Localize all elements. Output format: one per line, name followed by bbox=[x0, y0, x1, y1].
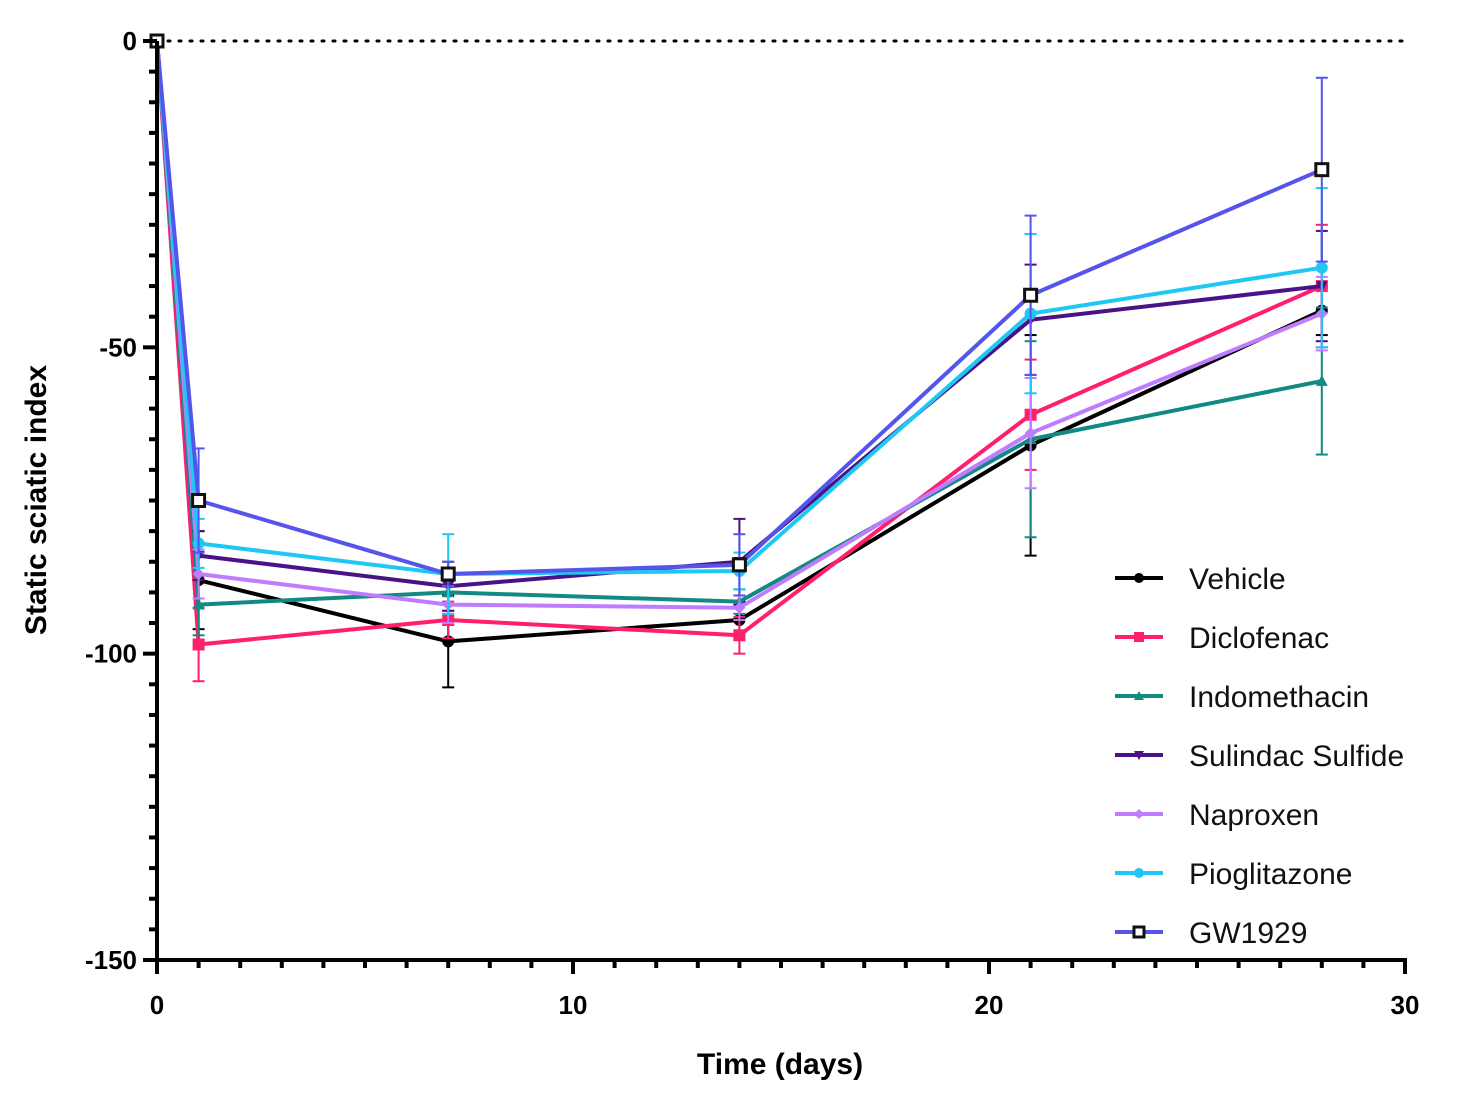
legend-item-gw1929: GW1929 bbox=[1115, 917, 1307, 950]
x-axis-title: Time (days) bbox=[697, 1048, 863, 1081]
data-point bbox=[192, 568, 205, 581]
data-point bbox=[440, 566, 456, 582]
data-point bbox=[1134, 691, 1144, 700]
series-line bbox=[155, 40, 1323, 647]
data-point bbox=[1134, 632, 1144, 642]
x-tick-label: 30 bbox=[1391, 990, 1420, 1020]
series-layer bbox=[149, 33, 1330, 689]
data-point bbox=[1314, 162, 1330, 178]
y-tick-label: 0 bbox=[123, 26, 137, 56]
legend: Vehicle Diclofenac Indomethacin Sulindac Su… bbox=[1115, 563, 1404, 950]
data-point bbox=[1134, 573, 1144, 583]
data-point bbox=[192, 598, 205, 610]
data-point bbox=[191, 493, 207, 508]
series-gw1929 bbox=[149, 33, 1330, 597]
y-tick-label: -150 bbox=[85, 945, 137, 975]
legend-label: Sulindac Sulfide bbox=[1189, 740, 1404, 773]
legend-label: Pioglitazone bbox=[1189, 858, 1352, 891]
x-tick-label: 0 bbox=[150, 990, 164, 1020]
y-tick-label: -50 bbox=[99, 332, 137, 362]
y-axis-title: Static sciatic index bbox=[20, 365, 53, 635]
series-line bbox=[155, 40, 1323, 577]
data-point bbox=[1024, 427, 1037, 440]
legend-label: Diclofenac bbox=[1189, 622, 1329, 655]
data-point bbox=[1023, 287, 1039, 303]
data-point bbox=[1134, 751, 1144, 760]
series-line bbox=[155, 40, 1323, 577]
data-point bbox=[1315, 375, 1328, 386]
data-point bbox=[1134, 809, 1144, 819]
data-point bbox=[1132, 925, 1146, 939]
data-point bbox=[731, 557, 747, 573]
data-point bbox=[1134, 868, 1144, 878]
legend-label: Vehicle bbox=[1189, 563, 1286, 596]
y-tick-label: -100 bbox=[85, 639, 137, 669]
legend-item-vehicle: Vehicle bbox=[1115, 563, 1286, 596]
x-tick-label: 10 bbox=[559, 990, 588, 1020]
x-tick-label: 20 bbox=[975, 990, 1004, 1020]
data-point bbox=[733, 601, 746, 614]
data-point bbox=[733, 629, 746, 642]
legend-item-naproxen: Naproxen bbox=[1115, 799, 1319, 832]
series-line bbox=[155, 40, 1323, 610]
legend-label: Indomethacin bbox=[1189, 681, 1369, 714]
series-sulindac-sulfide bbox=[151, 36, 1328, 612]
series-line bbox=[155, 40, 1323, 589]
legend-item-pioglitazone: Pioglitazone bbox=[1115, 858, 1352, 891]
data-point bbox=[1315, 261, 1328, 274]
axes-layer: 0 -50 -100 -150 0 10 20 30 bbox=[85, 26, 1420, 1020]
legend-label: Naproxen bbox=[1189, 799, 1319, 832]
legend-item-indomethacin: Indomethacin bbox=[1115, 681, 1369, 714]
legend-item-diclofenac: Diclofenac bbox=[1115, 622, 1329, 655]
legend-item-sulindac-sulfide: Sulindac Sulfide bbox=[1115, 740, 1404, 773]
data-point bbox=[192, 638, 205, 651]
legend-label: GW1929 bbox=[1189, 917, 1307, 950]
